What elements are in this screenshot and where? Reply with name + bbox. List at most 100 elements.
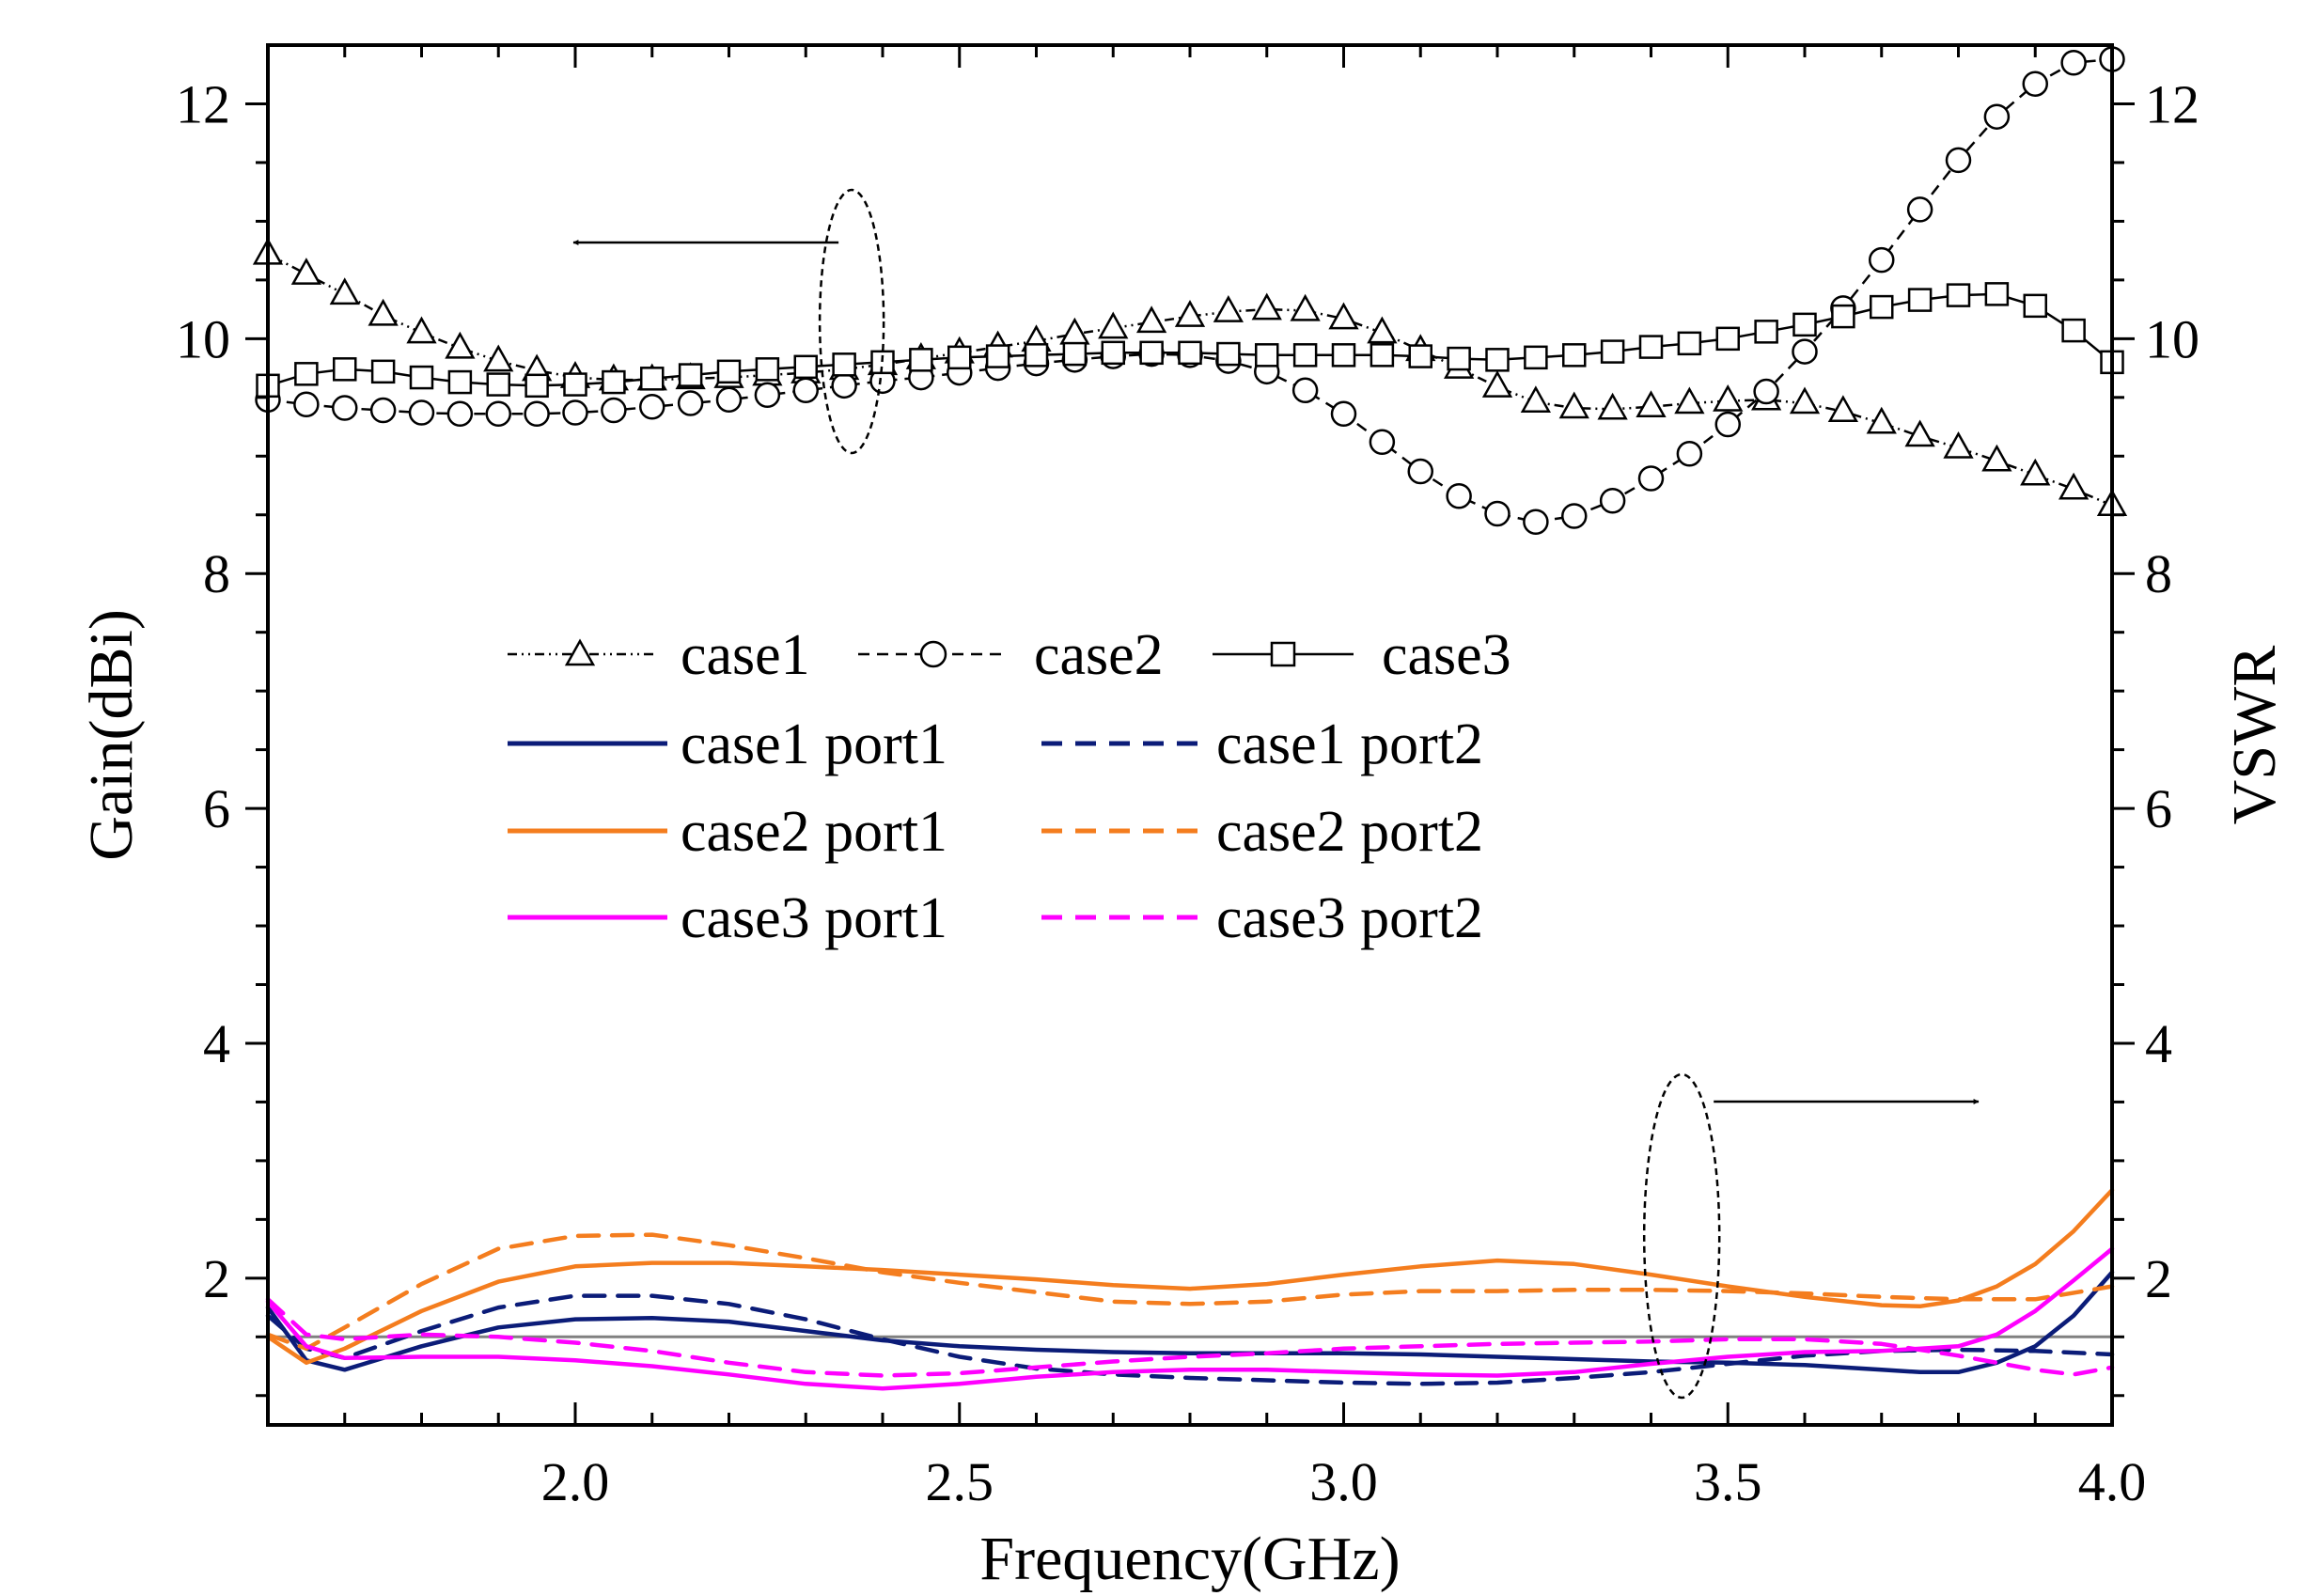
y-tick-label-left: 2 [203, 1248, 230, 1309]
data-point-case2 [1906, 196, 1933, 223]
series-line-case1-port2 [265, 1293, 2115, 1386]
data-point-case1 [1174, 300, 1206, 327]
data-point-case3 [678, 363, 703, 387]
annotation-ellipse-vswr [1642, 1072, 1721, 1400]
data-point-case3 [294, 362, 319, 386]
data-point-case3 [870, 350, 895, 375]
data-point-case1 [1558, 391, 1589, 419]
data-point-case3 [2061, 318, 2086, 343]
data-point-case2 [1523, 509, 1549, 535]
data-point-case3 [1946, 283, 1971, 307]
data-point-case3 [947, 345, 972, 370]
data-point-case2 [1676, 441, 1703, 467]
data-point-case1 [2020, 458, 2051, 486]
data-point-case2 [715, 386, 743, 414]
data-point-case3 [1870, 294, 1894, 320]
data-point-case1 [483, 344, 514, 372]
data-point-case3 [1984, 282, 2010, 306]
data-point-case2 [293, 391, 320, 418]
legend-label-case2: case2 [1034, 623, 1164, 687]
data-point-case2 [408, 399, 435, 426]
data-point-case2 [1484, 500, 1511, 527]
data-point-case1 [445, 331, 476, 359]
data-point-case3 [640, 367, 665, 391]
data-point-case3 [1485, 348, 1510, 372]
data-point-case1 [329, 277, 360, 305]
y-tick-label-right: 12 [2145, 73, 2199, 134]
legend: case1 case2 case3 case1 port1 case1 port… [508, 623, 1511, 950]
data-point-case1 [406, 316, 437, 344]
data-point-case3 [793, 354, 818, 380]
x-tick-label: 4.0 [2078, 1451, 2147, 1512]
y-tick-label-right: 4 [2145, 1013, 2172, 1074]
data-point-case3 [1792, 312, 1817, 337]
data-point-case3 [2023, 293, 2047, 319]
data-point-case1 [1904, 419, 1935, 447]
data-point-case2 [601, 397, 627, 424]
data-point-case3 [486, 372, 510, 397]
data-point-case3 [1101, 340, 1125, 366]
data-point-case3 [447, 369, 473, 395]
legend-label-case3: case3 [1382, 623, 1511, 687]
data-point-case2 [1945, 147, 1972, 174]
legend-label-case2-port1: case2 port1 [681, 800, 947, 864]
data-point-case2 [2060, 49, 2087, 76]
data-point-case2 [1330, 400, 1357, 428]
y-axis-title-right: VSWR [2220, 646, 2289, 825]
data-point-case3 [1524, 345, 1548, 370]
data-point-case1 [1713, 383, 1744, 412]
data-point-case1 [1251, 292, 1282, 321]
y-tick-label-left: 4 [203, 1013, 230, 1074]
data-point-case3 [409, 365, 434, 390]
data-point-case1 [1636, 390, 1667, 418]
data-point-case2 [1291, 377, 1319, 404]
y-tick-label-left: 6 [203, 778, 230, 839]
x-tick-label: 2.0 [541, 1451, 610, 1512]
data-point-case2 [831, 372, 857, 399]
data-point-case3 [1907, 288, 1933, 312]
y-tick-label-left: 12 [176, 73, 230, 134]
data-point-case3 [1178, 340, 1202, 366]
data-point-case1 [1597, 392, 1628, 420]
data-point-case2 [562, 399, 588, 426]
data-point-case2 [332, 395, 358, 421]
data-point-case2 [1983, 103, 2011, 130]
data-point-case1 [1866, 406, 1897, 434]
data-point-case1 [1367, 316, 1398, 344]
legend-label-case1-port2: case1 port2 [1216, 712, 1483, 776]
data-point-case1 [1827, 395, 1859, 423]
data-point-case1 [1674, 386, 1705, 415]
data-point-case3 [1677, 331, 1702, 356]
data-point-case2 [1869, 246, 1895, 274]
legend-label-case3-port2: case3 port2 [1216, 886, 1483, 950]
x-axis-title: Frequency(GHz) [979, 1525, 1400, 1593]
legend-marker-case3 [1270, 641, 1296, 667]
legend-label-case1-port1: case1 port1 [681, 712, 947, 776]
data-point-case2 [1561, 503, 1588, 529]
data-point-case3 [1062, 341, 1088, 367]
data-point-case2 [485, 400, 511, 428]
series-line-case2-port2 [265, 1232, 2115, 1352]
legend-label-case2-port2: case2 port2 [1216, 800, 1483, 864]
data-point-case3 [1370, 343, 1395, 368]
data-point-case1 [1098, 311, 1129, 339]
data-point-case2 [1407, 458, 1433, 485]
series-line-case3-port2 [265, 1297, 2115, 1378]
data-point-case3 [716, 359, 742, 384]
data-point-case3 [602, 369, 626, 395]
data-point-case2 [639, 394, 665, 420]
data-point-case3 [1754, 320, 1778, 344]
data-point-case3 [1216, 341, 1241, 367]
data-point-case1 [1789, 386, 1821, 415]
data-point-case3 [1408, 344, 1432, 368]
data-point-case1 [1213, 295, 1244, 322]
legend-marker-case1 [564, 638, 596, 666]
data-point-case2 [2022, 70, 2048, 97]
data-point-case3 [1255, 343, 1279, 368]
data-point-case1 [1328, 302, 1359, 330]
data-point-case3 [909, 348, 933, 372]
data-point-case1 [368, 298, 399, 326]
data-point-case1 [1520, 385, 1552, 414]
data-point-case3 [1447, 346, 1471, 371]
